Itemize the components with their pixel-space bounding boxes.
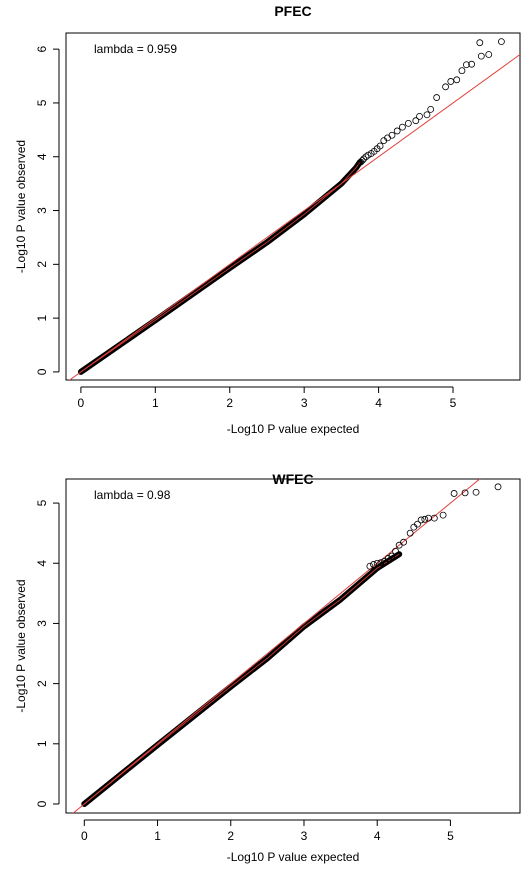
data-point (421, 515, 429, 523)
data-point (373, 559, 381, 567)
y-tick-label: 2 (35, 261, 49, 268)
data-point (423, 111, 431, 119)
x-tick-label: 4 (374, 829, 381, 843)
data-point (458, 67, 466, 75)
y-axis-label: -Log10 P value observed (14, 140, 28, 273)
data-point (472, 488, 480, 496)
data-point (468, 60, 476, 68)
data-point (406, 529, 414, 537)
data-point (399, 123, 406, 131)
chart-title: PFEC (274, 3, 311, 19)
data-point (450, 490, 458, 497)
data-point (416, 112, 423, 120)
data-point (384, 555, 392, 562)
data-point (360, 155, 368, 163)
data-point (476, 39, 484, 47)
x-axis-label: -Log10 P value expected (227, 850, 360, 864)
data-point (358, 157, 366, 164)
y-tick-label: 2 (35, 680, 49, 687)
x-tick-label: 1 (152, 396, 159, 410)
plot-frame (65, 478, 521, 814)
y-tick-label: 6 (35, 45, 49, 52)
data-point (388, 131, 396, 139)
data-point (497, 38, 505, 46)
x-tick-label: 2 (227, 829, 234, 843)
data-point (461, 489, 469, 497)
data-point (377, 559, 385, 567)
data-point (494, 483, 502, 491)
data-point (404, 119, 412, 127)
data-point (442, 83, 449, 91)
data-point (362, 153, 370, 161)
x-tick-label: 5 (450, 396, 457, 410)
y-tick-label: 1 (35, 314, 49, 321)
lambda-annotation: lambda = 0.959 (94, 42, 177, 56)
y-tick-label: 0 (35, 368, 49, 375)
dense-band-overlay (84, 553, 400, 805)
data-point (463, 61, 470, 69)
x-tick-label: 0 (78, 396, 85, 410)
qq-plot-pfec: PFEC 0 1 2 3 4 5 0 1 2 3 4 5 6 -Log10 P value expected… (14, 3, 521, 436)
data-point (447, 78, 455, 85)
dense-points-band (77, 159, 363, 375)
dense-points-band (81, 551, 403, 807)
data-point (427, 105, 435, 113)
plot-area (72, 479, 502, 813)
data-point (433, 94, 441, 101)
data-point (425, 514, 432, 522)
y-tick-label: 4 (35, 153, 49, 160)
dense-band-overlay (80, 161, 361, 373)
x-tick-label: 4 (375, 396, 382, 410)
x-tick-label: 3 (301, 396, 308, 410)
data-point (393, 127, 401, 135)
data-point (477, 52, 485, 60)
data-point (400, 538, 407, 546)
data-point (430, 514, 438, 522)
y-tick-label: 5 (35, 99, 49, 106)
plot-area (68, 38, 520, 380)
data-point (388, 552, 396, 560)
x-tick-label: 0 (81, 829, 88, 843)
data-point (412, 117, 420, 125)
x-tick-label: 1 (154, 829, 161, 843)
data-point (376, 142, 384, 150)
lambda-annotation: lambda = 0.98 (94, 488, 171, 502)
x-tick-label: 5 (447, 829, 454, 843)
data-point (366, 562, 374, 570)
x-tick-label: 3 (301, 829, 308, 843)
data-point (392, 547, 399, 555)
data-point (439, 511, 447, 519)
plot-frame (65, 32, 521, 381)
x-axis-label: -Log10 P value expected (227, 422, 360, 436)
y-tick-label: 3 (35, 207, 49, 214)
data-point (417, 516, 425, 524)
data-point (485, 51, 493, 58)
y-tick-label: 1 (35, 740, 49, 747)
data-point (453, 76, 461, 84)
y-axis-label: -Log10 P value observed (14, 579, 28, 712)
y-tick-label: 4 (35, 560, 49, 567)
data-point (370, 561, 377, 568)
data-point (414, 520, 421, 528)
y-tick-label: 5 (35, 499, 49, 506)
y-tick-label: 0 (35, 800, 49, 807)
x-tick-label: 2 (226, 396, 233, 410)
y-tick-label: 3 (35, 620, 49, 627)
